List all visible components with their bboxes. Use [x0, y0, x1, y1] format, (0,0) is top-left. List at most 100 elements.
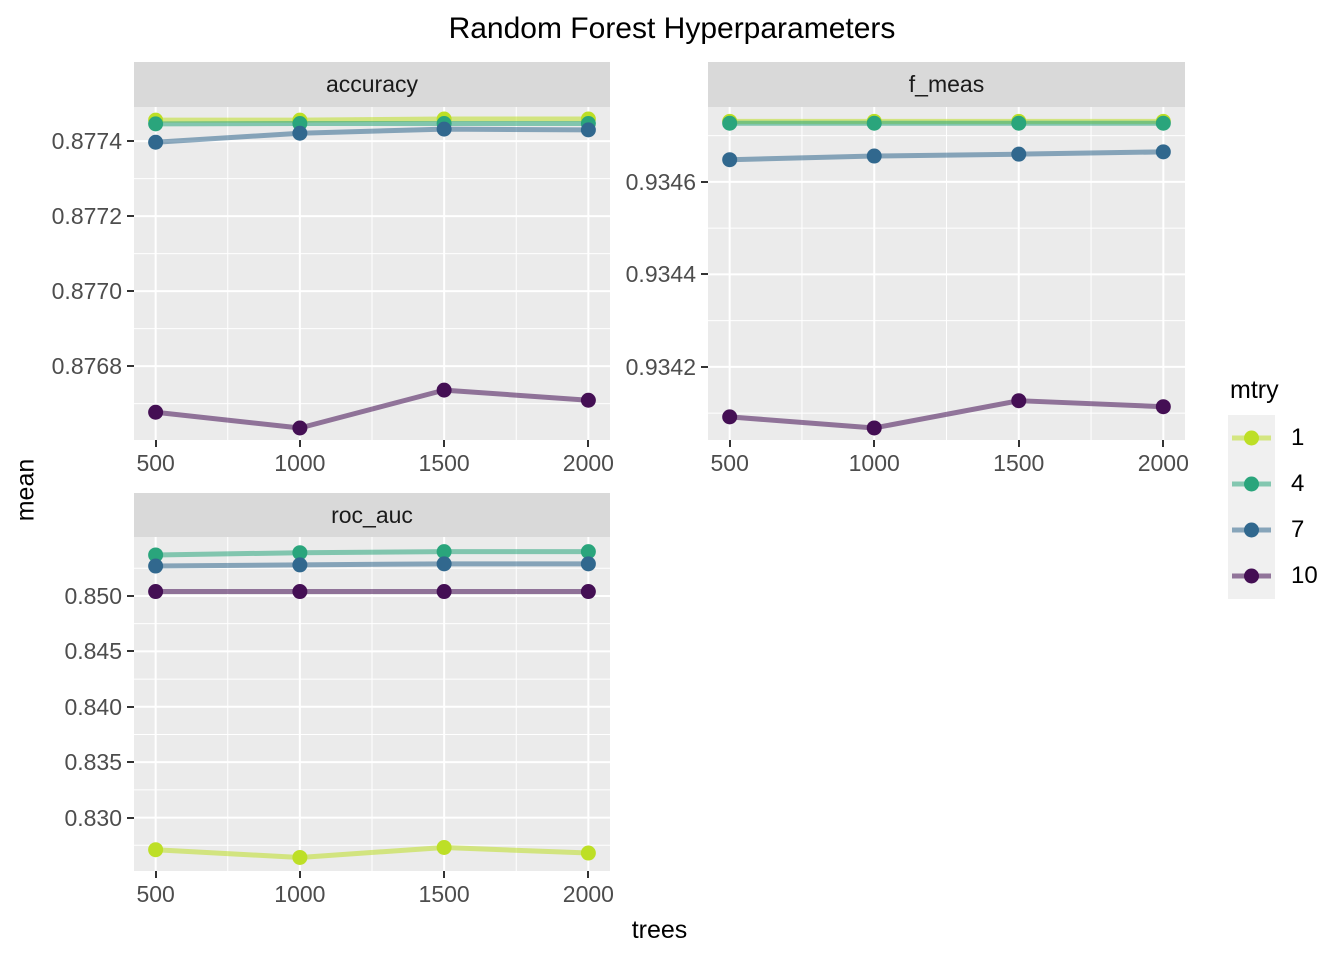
facet-strip-label: roc_auc: [331, 501, 413, 528]
x-tick-mark: [1162, 440, 1165, 447]
data-point: [1155, 115, 1171, 131]
y-axis-tick-label: 0.835: [64, 749, 122, 776]
data-point: [580, 122, 596, 138]
legend-entry-label: 4: [1291, 470, 1305, 497]
y-tick-mark: [127, 650, 134, 653]
data-point: [292, 545, 308, 561]
y-axis-title: mean: [11, 458, 40, 522]
y-axis-tick-label: 0.9344: [625, 261, 696, 288]
data-point: [1011, 115, 1027, 131]
series-line: [155, 126, 589, 145]
legend-key-graphic: [1232, 522, 1271, 538]
y-axis-tick-label: 0.9342: [625, 353, 696, 380]
legend-key-graphic: [1232, 476, 1271, 492]
data-point: [148, 404, 164, 420]
series-line: [155, 845, 589, 860]
data-point: [436, 556, 452, 572]
legend: mtry 1 4 7 10: [1228, 376, 1318, 599]
y-axis-tick-label: 0.830: [64, 804, 122, 831]
data-point: [436, 121, 452, 137]
panel-plot: [134, 107, 610, 440]
facet-roc-auc: roc_auc 0.830 0.835 0.840 0.845 0.850 500 1000…: [64, 493, 614, 906]
data-point: [580, 584, 596, 600]
data-point: [1011, 146, 1027, 162]
legend-entry-label: 10: [1291, 562, 1318, 589]
x-tick-mark: [443, 440, 446, 447]
legend-entry: 10: [1228, 553, 1318, 599]
x-axis-tick-label: 1500: [418, 881, 470, 907]
series-line: [155, 116, 589, 123]
data-point: [148, 547, 164, 563]
y-tick-mark: [701, 180, 708, 183]
legend-entry: 1: [1228, 415, 1318, 461]
legend-key-graphic: [1232, 568, 1271, 584]
data-point: [436, 544, 452, 560]
series-line: [155, 549, 589, 558]
panel-plot: [134, 537, 610, 871]
series-line: [729, 398, 1164, 431]
facet-strip-label: accuracy: [325, 71, 419, 97]
facet-strip: accuracy: [134, 62, 610, 107]
y-tick-mark: [127, 140, 134, 143]
x-axis-title: trees: [631, 916, 688, 944]
y-tick-mark: [127, 761, 134, 764]
legend-entry-label: 7: [1291, 516, 1305, 543]
series-line: [155, 387, 589, 431]
y-axis-tick-label: 0.840: [64, 693, 122, 720]
x-axis-tick-label: 1500: [418, 450, 470, 476]
facet-strip-label: f_meas: [908, 71, 985, 97]
x-axis-tick-label: 1000: [848, 450, 900, 476]
data-point: [436, 584, 452, 600]
data-point: [1155, 399, 1171, 415]
data-point: [722, 409, 738, 425]
panel-canvas: [134, 107, 610, 440]
data-point: [292, 849, 308, 865]
x-tick-mark: [298, 871, 301, 878]
y-tick-mark: [701, 365, 708, 368]
legend-entry: 4: [1228, 461, 1318, 507]
x-axis-tick-label: 500: [710, 450, 749, 476]
plot-title: Random Forest Hyperparameters: [448, 12, 896, 45]
x-axis-tick-label: 1500: [993, 450, 1045, 476]
legend-title: mtry: [1230, 376, 1279, 404]
x-tick-mark: [443, 871, 446, 878]
x-axis-tick-label: 500: [136, 450, 175, 476]
data-point: [1155, 144, 1171, 160]
facet-f-meas: f_meas 0.9342 0.9344 0.9346 500 1000 1500 2000: [626, 62, 1189, 475]
data-point: [148, 842, 164, 858]
data-point: [1011, 393, 1027, 409]
y-axis-tick-label: 0.8772: [51, 203, 122, 230]
facet-accuracy: accuracy 0.8768 0.8770 0.8772 0.8774 500 1000…: [52, 62, 614, 475]
data-point: [866, 420, 882, 436]
facet-strip: roc_auc: [134, 493, 610, 537]
x-tick-mark: [154, 871, 157, 878]
data-point: [292, 584, 308, 600]
data-point: [148, 134, 164, 150]
x-axis-tick-label: 2000: [562, 450, 614, 476]
data-point: [148, 584, 164, 600]
legend-key-swatch: [1228, 461, 1275, 507]
facet-strip: f_meas: [708, 62, 1185, 107]
data-point: [292, 557, 308, 573]
series-line: [729, 149, 1164, 163]
x-axis-tick-label: 2000: [562, 881, 614, 907]
data-point: [722, 115, 738, 131]
y-tick-mark: [127, 594, 134, 597]
y-axis-tick-label: 0.8774: [51, 128, 122, 155]
x-axis-tick-label: 1000: [274, 450, 326, 476]
data-point: [148, 558, 164, 574]
x-axis-tick-label: 1000: [274, 881, 326, 907]
legend-key-point: [1244, 522, 1259, 538]
legend-key-point: [1244, 568, 1259, 584]
data-point: [436, 840, 452, 856]
data-point: [580, 392, 596, 408]
data-point: [148, 116, 164, 132]
data-point: [722, 152, 738, 168]
x-tick-mark: [1017, 440, 1020, 447]
legend-key-graphic: [1232, 430, 1271, 446]
data-point: [292, 125, 308, 141]
y-axis-tick-label: 0.850: [64, 582, 122, 609]
x-axis-tick-label: 500: [136, 881, 175, 907]
x-tick-mark: [873, 440, 876, 447]
legend-key-point: [1244, 476, 1259, 492]
